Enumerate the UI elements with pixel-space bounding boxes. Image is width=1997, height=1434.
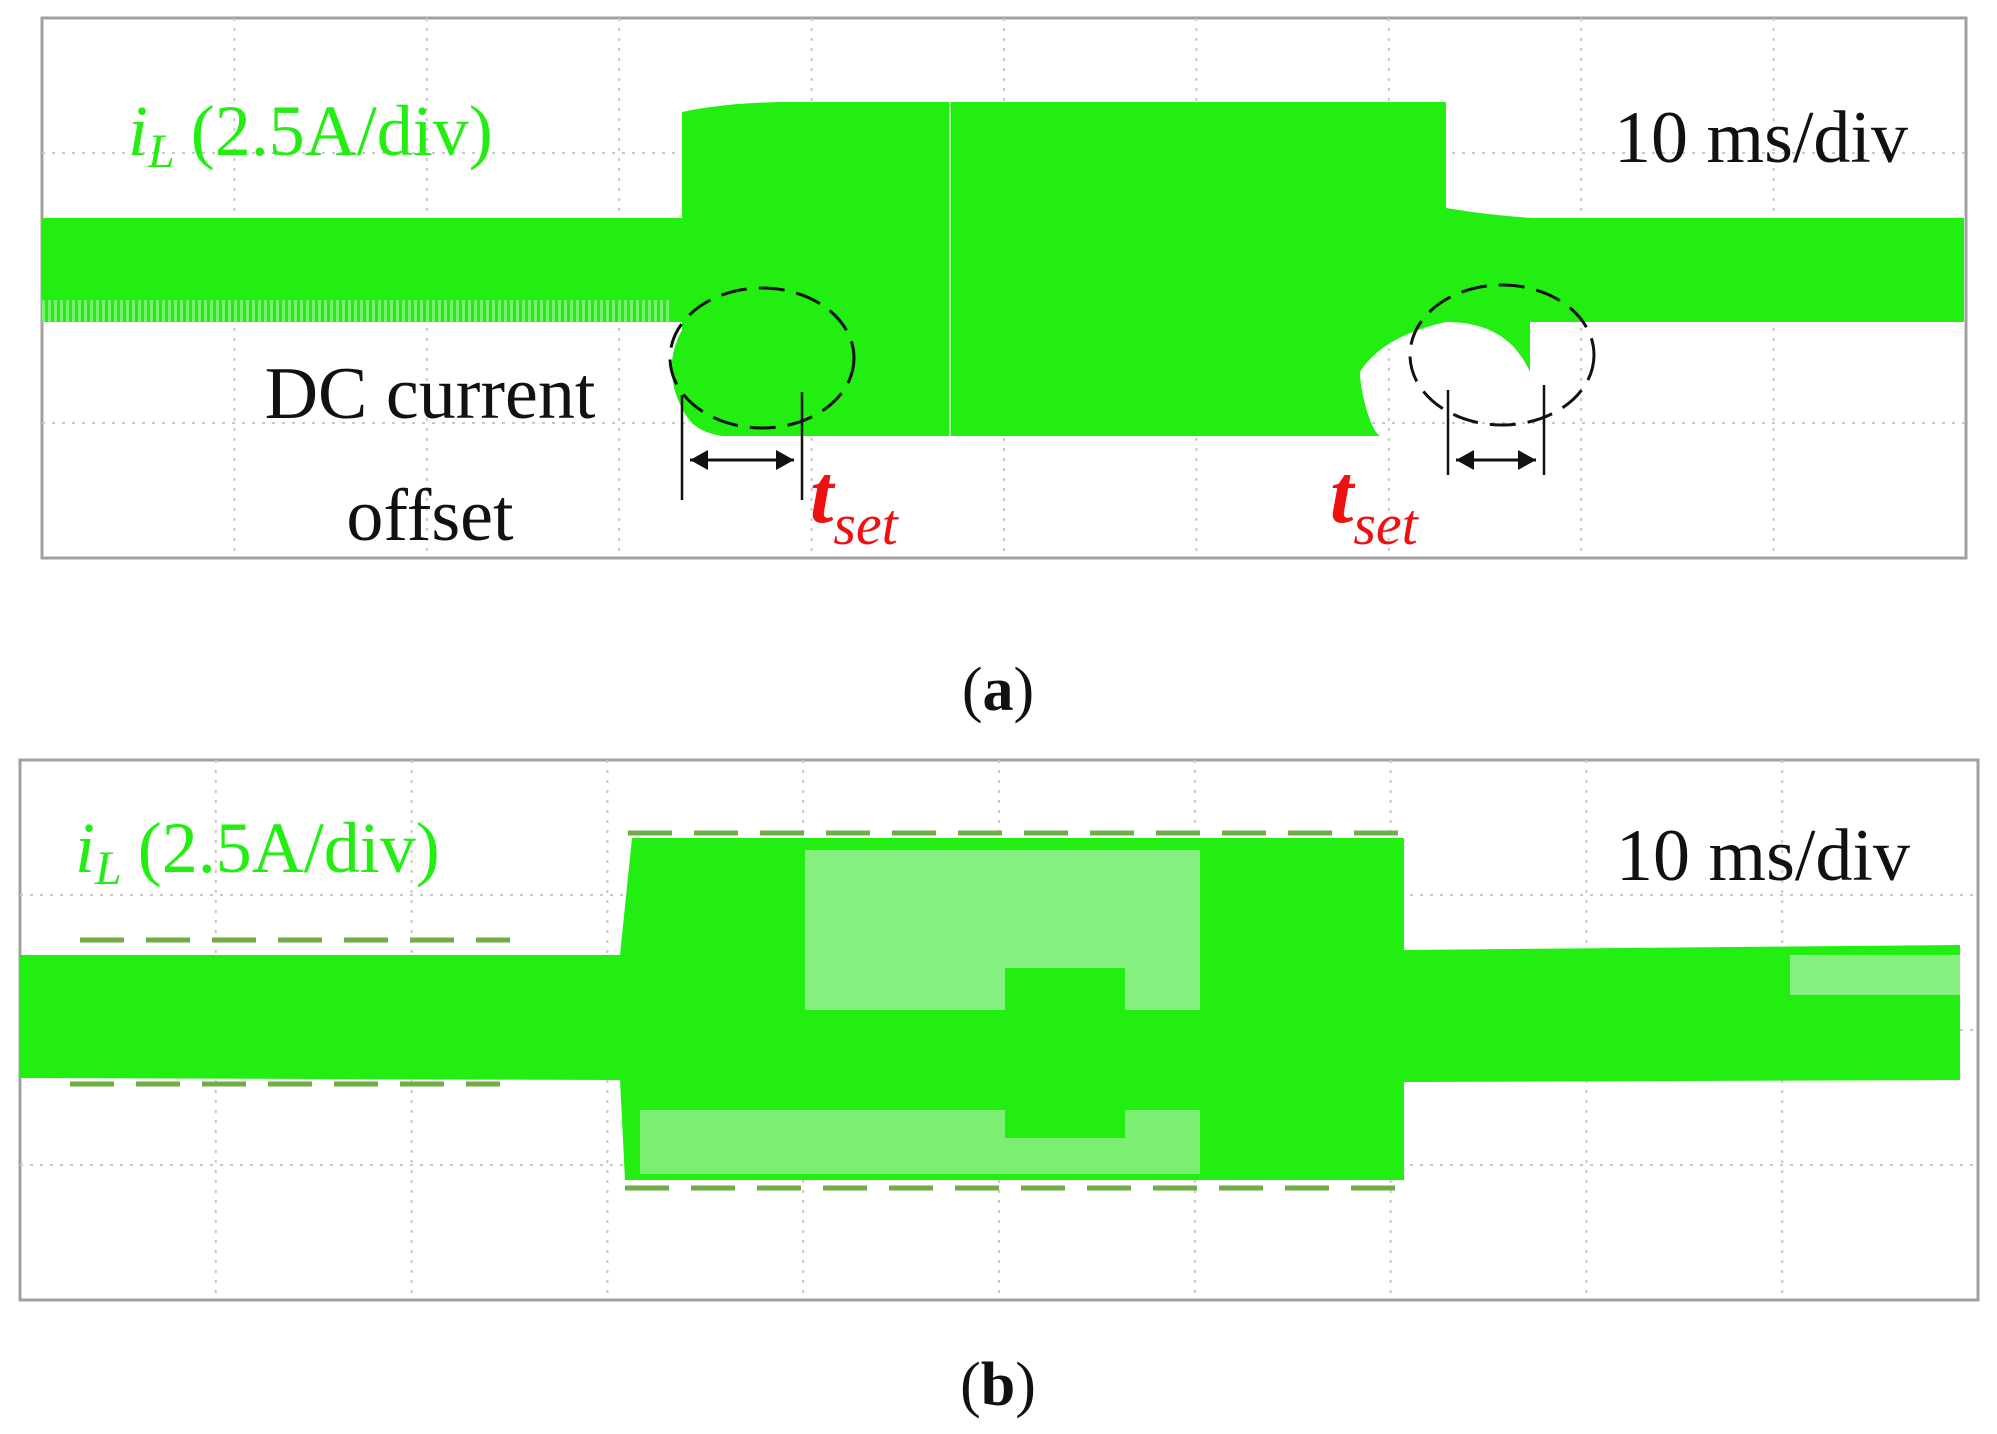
panel-a-trace-settling-curve-right [1446,322,1530,372]
panel-b-guide-lines [70,830,1410,1191]
panel-a: iL (2.5A/div) 10 ms/div DC current offset… [40,16,1968,560]
panel-a-offset-label-line2: offset [346,475,514,557]
panel-b-trace-light-band-right [1790,955,1960,995]
panel-a-offset-label-line1: DC current [265,353,596,435]
panel-a-tset-marker-right [1446,385,1546,475]
panel-b-channel-label: iL (2.5A/div) [75,808,440,895]
panel-a-tset-label-right: tset [1330,448,1420,557]
panel-a-time-scale: 10 ms/div [1614,97,1908,179]
panel-b-caption: (b) [960,1351,1036,1419]
panel-a-channel-label: iL (2.5A/div) [128,91,493,178]
panel-a-trace-lower-fringe [42,300,672,322]
panel-a-caption: (a) [962,656,1034,724]
panel-a-offset-ellipse-right [1408,283,1596,427]
panel-a-trace-envelope [42,102,1964,436]
panel-b: iL (2.5A/div) 10 ms/div [18,758,1980,1302]
panel-a-tset-marker-left [680,392,804,500]
panel-b-trace-dense-center [1005,968,1125,1138]
panel-a-offset-ellipse-left [668,286,856,430]
panel-a-tset-label-left: tset [810,448,900,557]
panel-b-trace-light-band-upper [805,850,1200,1010]
panel-b-time-scale: 10 ms/div [1616,815,1910,897]
